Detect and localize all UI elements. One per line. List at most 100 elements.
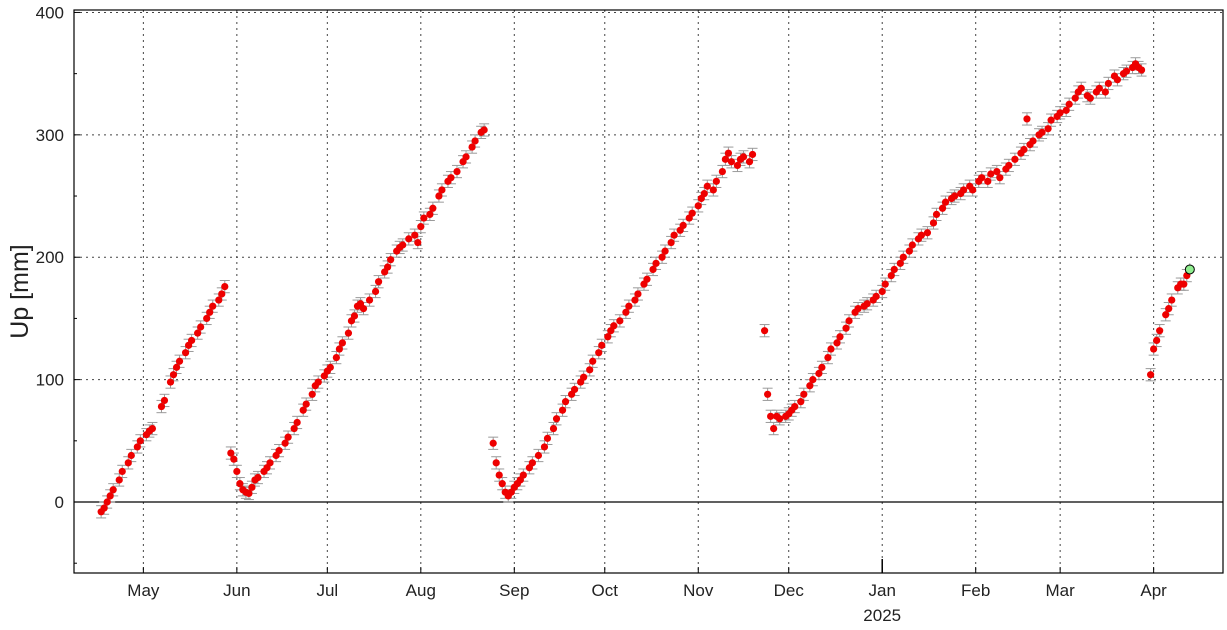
- data-point: [739, 153, 748, 161]
- data-point: [887, 271, 895, 280]
- data-point: [519, 471, 527, 479]
- data-point: [160, 396, 169, 405]
- data-point: [157, 402, 166, 411]
- data-point: [1095, 84, 1103, 92]
- data-point: [344, 329, 353, 337]
- data-point: [227, 449, 235, 457]
- x-tick-label: Jun: [223, 581, 250, 600]
- data-point: [308, 390, 316, 398]
- y-tick-label: 400: [36, 3, 64, 22]
- data-point: [314, 378, 322, 386]
- data-point: [727, 158, 736, 166]
- data-point: [359, 305, 368, 313]
- data-point: [969, 186, 977, 194]
- data-point: [1056, 109, 1064, 117]
- data-point: [188, 336, 196, 345]
- data-point: [721, 155, 730, 163]
- data-point: [181, 349, 190, 357]
- data-point: [767, 412, 775, 420]
- data-point: [552, 415, 561, 423]
- data-point: [984, 177, 992, 185]
- data-point: [215, 296, 223, 304]
- data-point: [878, 287, 886, 296]
- data-point: [148, 424, 157, 433]
- data-point: [800, 390, 808, 398]
- x-tick-label: Nov: [683, 581, 714, 600]
- data-point: [1162, 311, 1170, 319]
- data-point: [745, 158, 754, 166]
- data-point: [604, 333, 612, 341]
- data-point: [118, 467, 126, 476]
- data-point: [1023, 115, 1031, 123]
- data-point: [1062, 106, 1070, 114]
- data-point: [941, 198, 950, 206]
- data-point: [890, 265, 898, 274]
- data-point: [836, 333, 844, 341]
- data-point: [797, 398, 805, 406]
- x-tick-label: May: [127, 581, 160, 600]
- data-point: [435, 192, 443, 200]
- data-point: [718, 167, 726, 176]
- data-point: [124, 459, 132, 467]
- data-point: [371, 287, 380, 296]
- data-point: [115, 476, 123, 484]
- data-point: [468, 143, 476, 151]
- data-point: [438, 186, 446, 194]
- data-point: [610, 322, 618, 330]
- data-point: [275, 447, 283, 455]
- data-point: [833, 339, 841, 347]
- data-point: [616, 317, 624, 325]
- data-point: [622, 308, 630, 316]
- data-point: [1180, 280, 1188, 288]
- x-tick-label: Aug: [406, 581, 436, 600]
- data-point: [872, 292, 880, 300]
- data-point: [1101, 88, 1109, 96]
- data-point: [365, 296, 374, 304]
- plot-frame: [73, 9, 1224, 574]
- x-tick-label: Jul: [316, 581, 338, 600]
- data-point: [462, 153, 470, 161]
- data-point: [634, 290, 642, 298]
- data-point: [103, 498, 111, 506]
- data-point: [863, 300, 871, 308]
- y-tick-label: 200: [36, 248, 64, 267]
- data-point: [218, 290, 226, 298]
- data-point: [1047, 116, 1055, 124]
- data-point: [658, 253, 666, 261]
- data-point: [233, 467, 241, 476]
- data-point: [770, 424, 778, 433]
- data-point: [194, 329, 202, 337]
- data-point: [480, 126, 488, 134]
- y-tick-label: 300: [36, 126, 64, 145]
- x-tick-label: Mar: [1046, 581, 1076, 600]
- data-point: [290, 424, 298, 433]
- data-point: [667, 238, 675, 247]
- x-tick-label: Sep: [499, 581, 529, 600]
- data-point: [1065, 100, 1073, 108]
- data-point: [1137, 66, 1146, 74]
- x-tick-label: Apr: [1140, 581, 1167, 600]
- data-point: [417, 223, 425, 231]
- data-point: [960, 186, 968, 194]
- data-point: [580, 373, 588, 381]
- data-point: [1044, 125, 1052, 133]
- data-point: [332, 353, 340, 362]
- data-point: [426, 210, 434, 218]
- data-point: [540, 443, 549, 451]
- data-point: [203, 314, 211, 323]
- data-point: [586, 366, 594, 374]
- data-point: [679, 221, 687, 230]
- data-point: [266, 459, 274, 467]
- data-point: [302, 400, 310, 408]
- data-point: [694, 202, 702, 210]
- data-point: [1153, 336, 1161, 345]
- data-point: [492, 459, 500, 467]
- data-point: [284, 433, 292, 441]
- plot-frame-layer: [73, 9, 1224, 574]
- data-point: [543, 434, 552, 442]
- x-tick-label: Feb: [961, 581, 990, 600]
- data-point: [950, 192, 959, 200]
- data-point: [281, 439, 289, 447]
- data-point: [1029, 137, 1037, 145]
